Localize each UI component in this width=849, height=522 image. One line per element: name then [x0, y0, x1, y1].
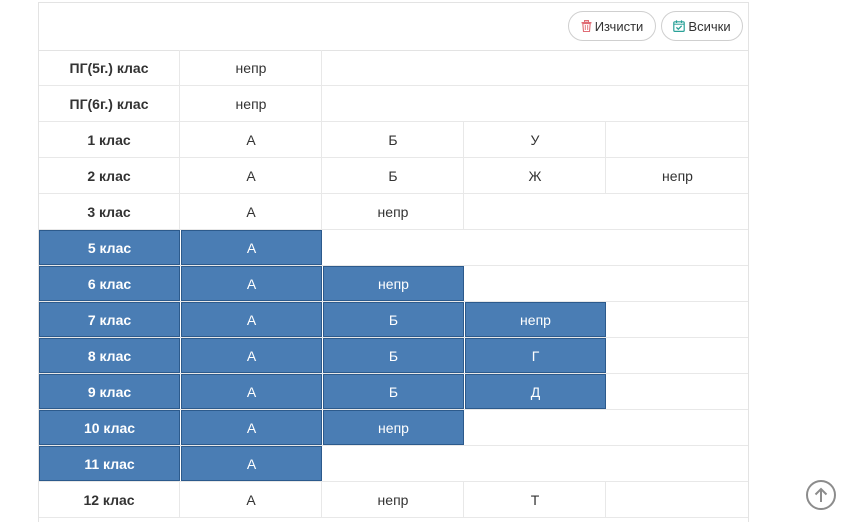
clear-button[interactable]: Изчисти	[568, 11, 656, 41]
arrow-up-icon	[814, 487, 828, 503]
division-cell[interactable]: А	[181, 482, 322, 517]
class-label[interactable]: 9 клас	[39, 374, 180, 409]
division-cell[interactable]: А	[181, 194, 322, 229]
class-label[interactable]: 8 клас	[39, 338, 180, 373]
division-cell[interactable]: Б	[323, 122, 464, 157]
class-row: ПГ(6г.) клас непр	[39, 86, 748, 122]
class-label[interactable]: 11 клас	[39, 446, 180, 481]
class-label[interactable]: 7 клас	[39, 302, 180, 337]
class-label[interactable]: 1 клас	[39, 122, 180, 157]
division-cell[interactable]: А	[181, 446, 322, 481]
division-cell[interactable]: А	[181, 230, 322, 265]
division-cell[interactable]: Б	[323, 158, 464, 193]
division-cell[interactable]: непр	[323, 194, 464, 229]
class-label[interactable]: 6 клас	[39, 266, 180, 301]
division-cell[interactable]: Т	[465, 482, 606, 517]
division-cell[interactable]: непр	[323, 410, 464, 445]
division-cell[interactable]: У	[465, 122, 606, 157]
class-grid: ПГ(5г.) клас непр ПГ(6г.) клас непр 1 клас А Б…	[39, 50, 748, 518]
division-cell[interactable]: А	[181, 158, 322, 193]
class-row: 5 клас А	[39, 230, 748, 266]
clear-button-label: Изчисти	[594, 18, 644, 34]
class-label[interactable]: 2 клас	[39, 158, 180, 193]
class-row: 9 клас А Б Д	[39, 374, 748, 410]
trash-icon	[581, 20, 592, 32]
division-cell[interactable]: Г	[465, 338, 606, 373]
class-row: 8 клас А Б Г	[39, 338, 748, 374]
scroll-to-top-button[interactable]	[806, 480, 836, 510]
division-cell[interactable]: А	[181, 302, 322, 337]
division-cell[interactable]: А	[181, 266, 322, 301]
division-cell[interactable]: непр	[662, 167, 693, 184]
division-cell[interactable]: непр	[181, 50, 322, 85]
division-cell[interactable]: непр	[465, 302, 606, 337]
class-row: ПГ(5г.) клас непр	[39, 50, 748, 86]
division-cell[interactable]: Ж	[465, 158, 606, 193]
class-selector-panel: Изчисти Всички ПГ(5г.) клас непр ПГ(6г.) к…	[38, 2, 749, 522]
select-all-button[interactable]: Всички	[661, 11, 743, 41]
division-cell[interactable]: непр	[323, 266, 464, 301]
class-row: 1 клас А Б У	[39, 122, 748, 158]
class-label[interactable]: ПГ(5г.) клас	[39, 50, 180, 85]
class-label[interactable]: ПГ(6г.) клас	[39, 86, 180, 121]
division-cell[interactable]: А	[181, 374, 322, 409]
division-cell[interactable]: Б	[323, 338, 464, 373]
toolbar: Изчисти Всички	[39, 3, 748, 51]
division-cell[interactable]: непр	[181, 86, 322, 121]
class-row: 11 клас А	[39, 446, 748, 482]
select-all-button-label: Всички	[688, 18, 731, 34]
calendar-check-icon	[673, 20, 686, 32]
division-cell[interactable]: непр	[323, 482, 464, 517]
division-cell[interactable]: А	[181, 122, 322, 157]
division-cell[interactable]: Б	[323, 374, 464, 409]
division-cell[interactable]: А	[181, 410, 322, 445]
class-label[interactable]: 10 клас	[39, 410, 180, 445]
division-cell[interactable]: А	[181, 338, 322, 373]
division-cell[interactable]: Д	[465, 374, 606, 409]
class-label[interactable]: 12 клас	[39, 482, 180, 517]
division-cell[interactable]: Б	[323, 302, 464, 337]
class-label[interactable]: 5 клас	[39, 230, 180, 265]
class-label[interactable]: 3 клас	[39, 194, 180, 229]
